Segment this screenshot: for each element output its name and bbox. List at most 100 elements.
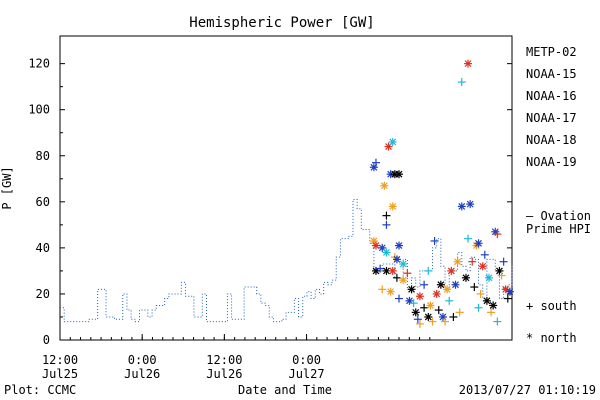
data-point [388, 266, 397, 275]
y-axis-label: P [GW] [0, 166, 14, 209]
data-point [428, 317, 437, 326]
chart-title: Hemispheric Power [GW] [189, 15, 374, 31]
x-tick-label-date: Jul27 [288, 367, 324, 381]
data-point [453, 257, 462, 266]
data-point [371, 158, 380, 167]
data-point [505, 287, 514, 296]
y-tick-label: 0 [43, 333, 50, 347]
data-point [464, 59, 473, 68]
data-point [371, 241, 380, 250]
ovation-series [60, 199, 513, 323]
point-stroke [426, 302, 434, 309]
data-point [495, 266, 504, 275]
data-point [484, 273, 493, 282]
data-point [476, 289, 485, 298]
data-point [388, 137, 397, 146]
data-point [468, 257, 477, 266]
data-point [503, 294, 512, 303]
point-stroke [383, 249, 390, 256]
point-stroke [502, 285, 510, 293]
point-stroke [389, 138, 397, 146]
point-stroke [416, 292, 424, 300]
marker-legend-entry: + south [526, 299, 577, 313]
point-stroke [452, 281, 459, 289]
data-point [380, 181, 389, 190]
point-stroke [395, 170, 403, 178]
ovation-label-line2: Prime HPI [526, 222, 591, 236]
data-point [474, 303, 483, 312]
x-tick-label-time: 0:00 [292, 353, 321, 367]
data-point [430, 236, 439, 245]
data-point [415, 319, 424, 328]
data-point [392, 273, 401, 282]
data-point [461, 273, 470, 282]
point-stroke [433, 290, 441, 298]
point-stroke [458, 202, 466, 210]
x-tick-label-date: Jul26 [124, 367, 160, 381]
point-stroke [383, 267, 390, 275]
data-point [441, 317, 450, 326]
point-stroke [464, 60, 472, 68]
point-stroke [437, 281, 445, 289]
legend-entry: NOAA-17 [526, 111, 577, 125]
data-point [443, 285, 452, 294]
point-stroke [399, 276, 407, 284]
y-tick-label: 40 [36, 241, 50, 255]
data-point [413, 315, 422, 324]
data-point [493, 230, 502, 239]
data-point [455, 308, 464, 317]
legend-entry: NOAA-15 [526, 67, 577, 81]
data-point [369, 163, 378, 172]
y-tick-label: 120 [28, 57, 50, 71]
data-point [499, 257, 508, 266]
data-point [376, 264, 385, 273]
point-stroke [387, 288, 395, 296]
point-stroke [393, 255, 401, 263]
point-stroke [506, 288, 514, 296]
data-point [382, 220, 391, 229]
data-point [378, 243, 387, 252]
point-stroke [399, 260, 407, 268]
marker-legend: + south * north [526, 299, 577, 345]
data-point [399, 276, 408, 285]
data-point [424, 266, 433, 275]
point-stroke [372, 242, 380, 250]
data-point [395, 241, 403, 250]
data-point [451, 280, 460, 289]
legend-entry: NOAA-18 [526, 133, 577, 147]
data-point [457, 202, 466, 211]
data-point [432, 289, 441, 298]
point-stroke [447, 267, 455, 275]
data-point [403, 269, 412, 278]
point-stroke [439, 313, 447, 321]
ovation-label-line1: — Ovation [526, 209, 591, 223]
data-point [482, 296, 491, 305]
legend-entry: METP-02 [526, 45, 577, 59]
data-point [487, 308, 496, 317]
point-stroke [462, 274, 470, 282]
data-point [480, 250, 489, 259]
point-stroke [370, 237, 378, 245]
data-point [388, 202, 397, 211]
data-point [424, 312, 433, 321]
data-point [382, 248, 391, 257]
data-point [382, 266, 391, 275]
data-point [411, 308, 420, 317]
data-point [382, 211, 391, 220]
data-point [409, 299, 418, 308]
point-stroke [479, 262, 487, 270]
data-point [493, 317, 502, 326]
footer-timestamp: 2013/07/27 01:10:19 [459, 383, 596, 397]
data-point [434, 306, 443, 315]
point-stroke [496, 267, 503, 275]
x-tick-label-time: 12:00 [42, 353, 78, 367]
point-stroke [380, 182, 388, 190]
data-point [436, 280, 445, 289]
data-point [447, 266, 456, 275]
data-point [449, 312, 458, 321]
point-stroke [491, 228, 499, 236]
x-tick-label-time: 0:00 [128, 353, 157, 367]
data-point [420, 280, 429, 289]
data-point [457, 78, 466, 87]
